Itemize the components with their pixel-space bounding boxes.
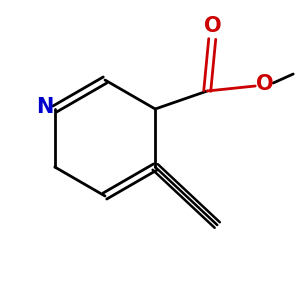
Text: N: N [36, 97, 53, 117]
Text: O: O [256, 74, 274, 94]
Text: O: O [204, 16, 222, 36]
